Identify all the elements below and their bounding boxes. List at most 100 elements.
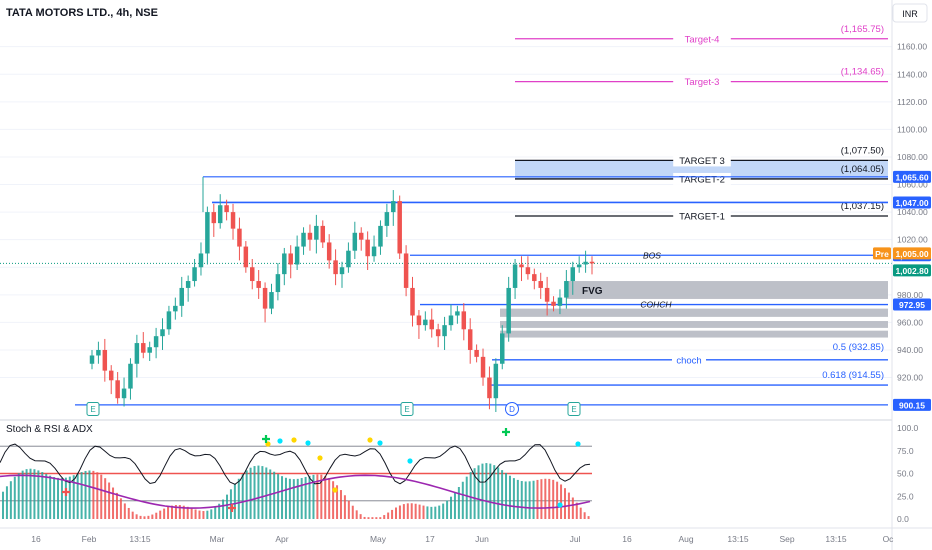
osc-histogram-bar [13, 476, 16, 519]
price-tick-label: 1060.00 [897, 180, 928, 190]
osc-histogram-bar [37, 470, 40, 519]
osc-histogram-bar [367, 517, 370, 519]
candle-body [230, 212, 236, 229]
candle-body [96, 349, 101, 356]
osc-histogram-bar [304, 476, 307, 519]
level-label: Target-4 [685, 34, 720, 45]
candle-body [211, 212, 217, 224]
candle-body [307, 232, 313, 240]
osc-histogram-bar [402, 504, 405, 519]
signal-cross [502, 428, 510, 436]
osc-histogram-bar [406, 503, 409, 519]
zones-layer: FVG [500, 160, 888, 338]
level-price-label: (1,077.50) [841, 145, 884, 156]
fvg-zone [566, 281, 888, 299]
osc-histogram-bar [139, 515, 142, 519]
fvg-zone [500, 330, 888, 338]
candle-body [493, 363, 499, 399]
osc-histogram-bar [60, 478, 63, 519]
price-tick-label: 1120.00 [897, 97, 927, 107]
time-tick-label: May [370, 534, 387, 544]
price-tick-label: 980.00 [897, 290, 923, 300]
osc-histogram-bar [174, 505, 177, 519]
candle-body [301, 232, 306, 247]
price-tick-label: 1020.00 [897, 235, 928, 245]
candle-body [314, 225, 319, 240]
osc-histogram-bar [426, 506, 429, 519]
candle-body [467, 329, 473, 350]
fvg-label: FVG [582, 286, 603, 297]
candle-body [365, 239, 370, 257]
candle-body [403, 253, 409, 288]
price-axis[interactable]: 920.00940.00960.00980.001000.001020.0010… [897, 42, 928, 383]
osc-histogram-bar [170, 505, 173, 519]
osc-histogram-bar [520, 481, 523, 519]
time-tick-label: Apr [275, 534, 288, 544]
time-tick-label: 16 [31, 534, 41, 544]
osc-histogram-bar [186, 506, 189, 519]
signal-cross [228, 504, 236, 512]
price-tag-text: 1,065.60 [895, 172, 928, 182]
candle-body [442, 325, 447, 337]
osc-histogram-bar [72, 475, 75, 519]
candle-body [525, 267, 531, 275]
osc-histogram-bar [119, 498, 122, 519]
signal-dot [557, 502, 563, 508]
osc-histogram-bar [508, 475, 511, 519]
indicator-label[interactable]: Stoch & RSI & ADX [6, 424, 93, 435]
candle-body [397, 201, 402, 254]
candle-body [288, 253, 293, 265]
time-tick-label: Jul [570, 534, 581, 544]
price-tick-label: 920.00 [897, 373, 923, 383]
osc-histogram-bar [324, 475, 327, 519]
candle-body [256, 281, 261, 288]
candle-body [378, 225, 383, 247]
osc-histogram-bar [41, 472, 44, 519]
candle-body [141, 343, 146, 353]
level-label-bg [673, 75, 731, 88]
event-label: E [404, 405, 409, 414]
candle-body [185, 281, 191, 288]
price-tag [893, 298, 931, 311]
osc-tick-label: 25.0 [897, 491, 914, 501]
price-tick-label: 1160.00 [897, 42, 927, 52]
osc-histogram-bar [387, 512, 390, 519]
time-tick-label: Aug [678, 534, 693, 544]
candle-body [115, 380, 120, 399]
osc-histogram-bar [453, 492, 456, 519]
price-tag-text: 1,002.80 [895, 266, 928, 276]
osc-histogram-bar [88, 470, 91, 519]
price-tick-label: 940.00 [897, 345, 923, 355]
candle-body [339, 267, 345, 275]
time-tick-label: Oc [883, 534, 895, 544]
osc-histogram-bar [343, 495, 346, 519]
symbol-title[interactable]: TATA MOTORS LTD., 4h, NSE [6, 7, 158, 19]
osc-histogram-bar [383, 515, 386, 519]
osc-histogram-bar [332, 481, 335, 519]
candle-body [570, 267, 576, 282]
signal-cross [262, 435, 270, 443]
osc-histogram-bar [379, 517, 382, 519]
time-axis[interactable]: 16 Feb 13:15 Mar Apr May 17 Jun Jul 16 Aug 13:15 Sep… [31, 534, 894, 544]
osc-histogram-bar [552, 479, 555, 519]
osc-histogram-bar [222, 499, 225, 519]
time-tick-label: 13:15 [727, 534, 749, 544]
osc-histogram-bar [363, 516, 366, 519]
osc-histogram-bar [115, 492, 118, 519]
candle-body [153, 336, 159, 348]
price-tag [893, 170, 931, 183]
currency-box[interactable] [892, 3, 928, 23]
osc-histogram-bar [450, 496, 453, 519]
signal-dot [575, 441, 581, 447]
osc-histogram-bar [395, 507, 397, 519]
candle-body [282, 253, 287, 275]
candle-body [429, 319, 434, 330]
choch-label-bg [672, 353, 706, 366]
level-label: TARGET-1 [679, 212, 725, 223]
osc-histogram-bar [587, 516, 590, 519]
levels-layer: Target-4 (1,165.75) Target-3 (1,134.65) TARG… [0, 24, 892, 406]
price-tag-text: 900.15 [899, 400, 925, 410]
candle-body [198, 253, 204, 268]
